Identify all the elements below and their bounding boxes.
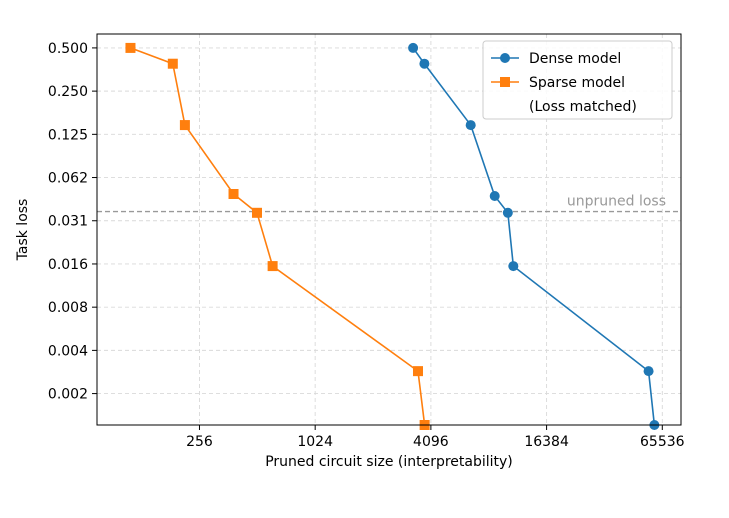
y-tick-label: 0.250	[48, 84, 88, 100]
dense-model-point	[419, 58, 430, 69]
reference-line-group: unpruned loss	[97, 194, 681, 213]
y-tick-label: 0.016	[48, 257, 88, 273]
x-tick-label: 4096	[413, 434, 449, 450]
legend-box	[482, 40, 673, 120]
y-tick-label: 0.125	[48, 127, 88, 143]
dense-model-point	[643, 366, 654, 377]
sparse-model-series	[125, 42, 430, 430]
unpruned-loss-label: unpruned loss	[567, 194, 666, 210]
y-tick-label: 0.008	[48, 300, 88, 316]
y-tick-label: 0.002	[48, 387, 88, 403]
x-tick-label: 1024	[297, 434, 333, 450]
x-tick-label: 16384	[524, 434, 569, 450]
sparse-model-point	[179, 120, 190, 131]
plot-frame	[96, 33, 682, 426]
sparse-model-point	[228, 188, 239, 199]
x-tick-label: 256	[186, 434, 213, 450]
legend-items: Dense model Sparse model	[491, 51, 625, 91]
dense-model-line	[412, 47, 656, 426]
dense-model-point	[508, 261, 519, 272]
legend-loss-matched-note: (Loss matched)	[529, 99, 637, 115]
dense-model-series	[408, 42, 660, 430]
dense-model-point	[408, 42, 419, 53]
y-axis-label: Task loss	[15, 199, 31, 262]
y-ticks: 0.500 0.250 0.125 0.062 0.031 0.016 0.008 0.004…	[48, 41, 97, 403]
y-tick-label: 0.500	[48, 41, 88, 57]
series-group	[125, 42, 660, 430]
legend-sparse-model-marker	[500, 77, 510, 87]
legend-sparse-model-label: Sparse model	[529, 75, 625, 91]
sparse-model-point	[251, 207, 262, 218]
y-tick-label: 0.004	[48, 343, 88, 359]
legend-dense-model-marker	[500, 53, 510, 63]
x-ticks: 256 1024 4096 16384 65536	[186, 425, 685, 450]
legend: Dense model Sparse model (Loss matched)	[482, 40, 673, 120]
sparse-model-line	[130, 47, 426, 426]
y-tick-label: 0.062	[48, 171, 88, 187]
sparse-model-point	[167, 58, 178, 69]
x-tick-label: 65536	[640, 434, 685, 450]
sparse-model-point	[412, 366, 423, 377]
x-axis-label: Pruned circuit size (interpretability)	[265, 454, 513, 470]
dense-model-point	[502, 207, 513, 218]
legend-dense-model-label: Dense model	[529, 51, 621, 67]
dense-model-point	[465, 120, 476, 131]
sparse-model-point	[267, 261, 278, 272]
y-tick-label: 0.031	[48, 214, 88, 230]
dense-model-point	[489, 190, 500, 201]
sparse-model-point	[125, 42, 136, 53]
